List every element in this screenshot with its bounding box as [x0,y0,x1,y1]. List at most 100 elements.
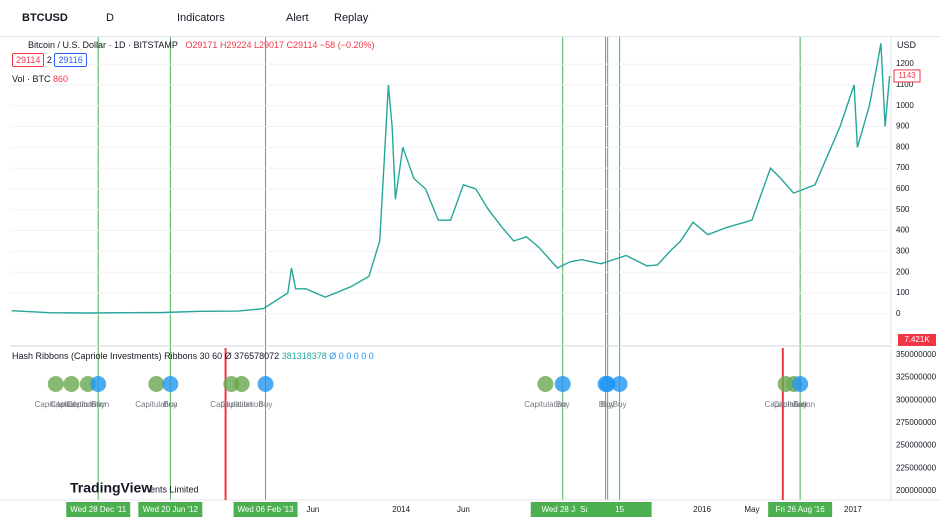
signal-dot [611,375,628,392]
signal-label: Buy [793,400,807,409]
x-tick-label: Jun [306,505,319,514]
signal-label: Buy [613,400,627,409]
legend-high: H29224 [219,40,252,50]
last-price-label: 1143 [898,71,916,80]
y-tick-label: 275000000 [896,418,937,427]
date-label: Wed 20 Jun '12 [143,505,199,514]
date-label: Wed 28 Dec '11 [70,505,126,514]
signal-label: Buy [163,400,177,409]
y-tick-label: 200 [896,267,910,276]
x-tick-label: 2016 [693,505,711,514]
legend-low: L29017 [253,40,285,50]
date-label-box [768,502,833,517]
y-tick-label: 700 [896,163,910,172]
bid[interactable]: 29114 [12,53,45,67]
date-label-box [66,502,131,517]
y-tick-label: 225000000 [896,463,937,472]
date-label: Fri 26 Aug '16 [776,505,826,514]
y-tick-label: 250000000 [896,441,937,450]
volume-tag-label: 7.421K [904,335,930,344]
legend-title: Bitcoin / U.S. Dollar · 1D · BITSTAMP [28,40,178,50]
indicators-button[interactable]: Indicators [177,12,225,24]
indicator-legend: Hash Ribbons (Capriole Investments) Ribb… [12,351,374,361]
signal-label: Capitulation [135,400,177,409]
y-tick-label: 900 [896,122,910,131]
signal-label: Buy [599,400,613,409]
signal-label: Capitulation [524,400,566,409]
y-tick-label: 300000000 [896,395,937,404]
volume-value: 860 [53,74,69,84]
y-tick-label: 300 [896,246,910,255]
signal-dot [162,375,179,392]
x-tick-label: 2014 [392,505,410,514]
indicator-value: Ø 0 0 0 0 0 [329,351,374,361]
y-tick-label: 600 [896,184,910,193]
date-label: 15 [615,505,624,514]
indicator-title: Hash Ribbons (Capriole Investments) Ribb… [12,351,223,361]
replay-button[interactable]: Replay [334,12,369,24]
watermark: TradingView [70,480,152,496]
interval[interactable]: D [106,12,114,24]
signal-dot [554,375,571,392]
y-tick-label: 1200 [896,59,914,68]
legend-change: −58 (−0.20%) [319,40,375,50]
x-tick-label: 2017 [844,505,862,514]
currency[interactable]: USD [897,40,917,50]
y-tick-label: 200000000 [896,486,937,495]
volume-tag [898,334,936,346]
ask[interactable]: 29116 [54,53,87,67]
plot-area [10,36,890,500]
signal-dot [537,375,554,392]
signal-label: Buy [259,400,273,409]
signal-dot [63,375,80,392]
signal-dot [90,375,107,392]
signal-dot [792,375,809,392]
signal-label: Buy [91,400,105,409]
price-line [11,43,891,314]
symbol[interactable]: BTCUSD [22,12,68,24]
y-tick-label: 100 [896,288,910,297]
y-tick-label: 400 [896,226,910,235]
signal-label: Buy [601,400,615,409]
date-label: Wed 28 Jan [541,505,584,514]
signal-label: Buy [556,400,570,409]
legend: Bitcoin / U.S. Dollar · 1D · BITSTAMP O2… [28,40,374,50]
volume-legend: Vol · BTC 860 [12,74,68,84]
last-price-tag [893,69,921,83]
alert-button[interactable]: Alert [286,12,309,24]
spread: 2 [46,55,52,65]
y-tick-label: 500 [896,205,910,214]
bid-ask: 29114 2 29116 [12,53,87,67]
signal-dot [47,375,64,392]
signal-label: Capitulation [35,400,77,409]
date-label-box [233,502,298,517]
x-tick-label: Jun [457,505,470,514]
y-tick-label: 325000000 [896,373,937,382]
indicator-value: 381318378 [281,351,327,361]
legend-close: C29114 [286,40,318,50]
footer-text: ents Limited [150,484,199,494]
date-label: Wed 06 Feb '13 [238,505,295,514]
signal-dot [233,375,250,392]
signal-label: Capitulation [221,400,263,409]
legend-open: O29171 [185,40,218,50]
x-tick-label: May [744,505,759,514]
indicator-value: Ø 376578072 [224,351,280,361]
date-label-box [587,502,652,517]
date-label-box [138,502,203,517]
signal-label: Capitulation [67,400,109,409]
signal-dot [148,375,165,392]
y-tick-label: 800 [896,142,910,151]
y-tick-label: 1000 [896,101,914,110]
signal-label: Capitulation [773,400,815,409]
signal-dot [599,375,616,392]
y-tick-label: 1100 [896,80,914,89]
signal-label: Capitulation [50,400,92,409]
signal-label: Capitulation [765,400,807,409]
signal-dot [257,375,274,392]
y-tick-label: 0 [896,309,901,318]
signal-label: Capitulation [210,400,252,409]
volume-title: Vol · BTC [12,74,51,84]
